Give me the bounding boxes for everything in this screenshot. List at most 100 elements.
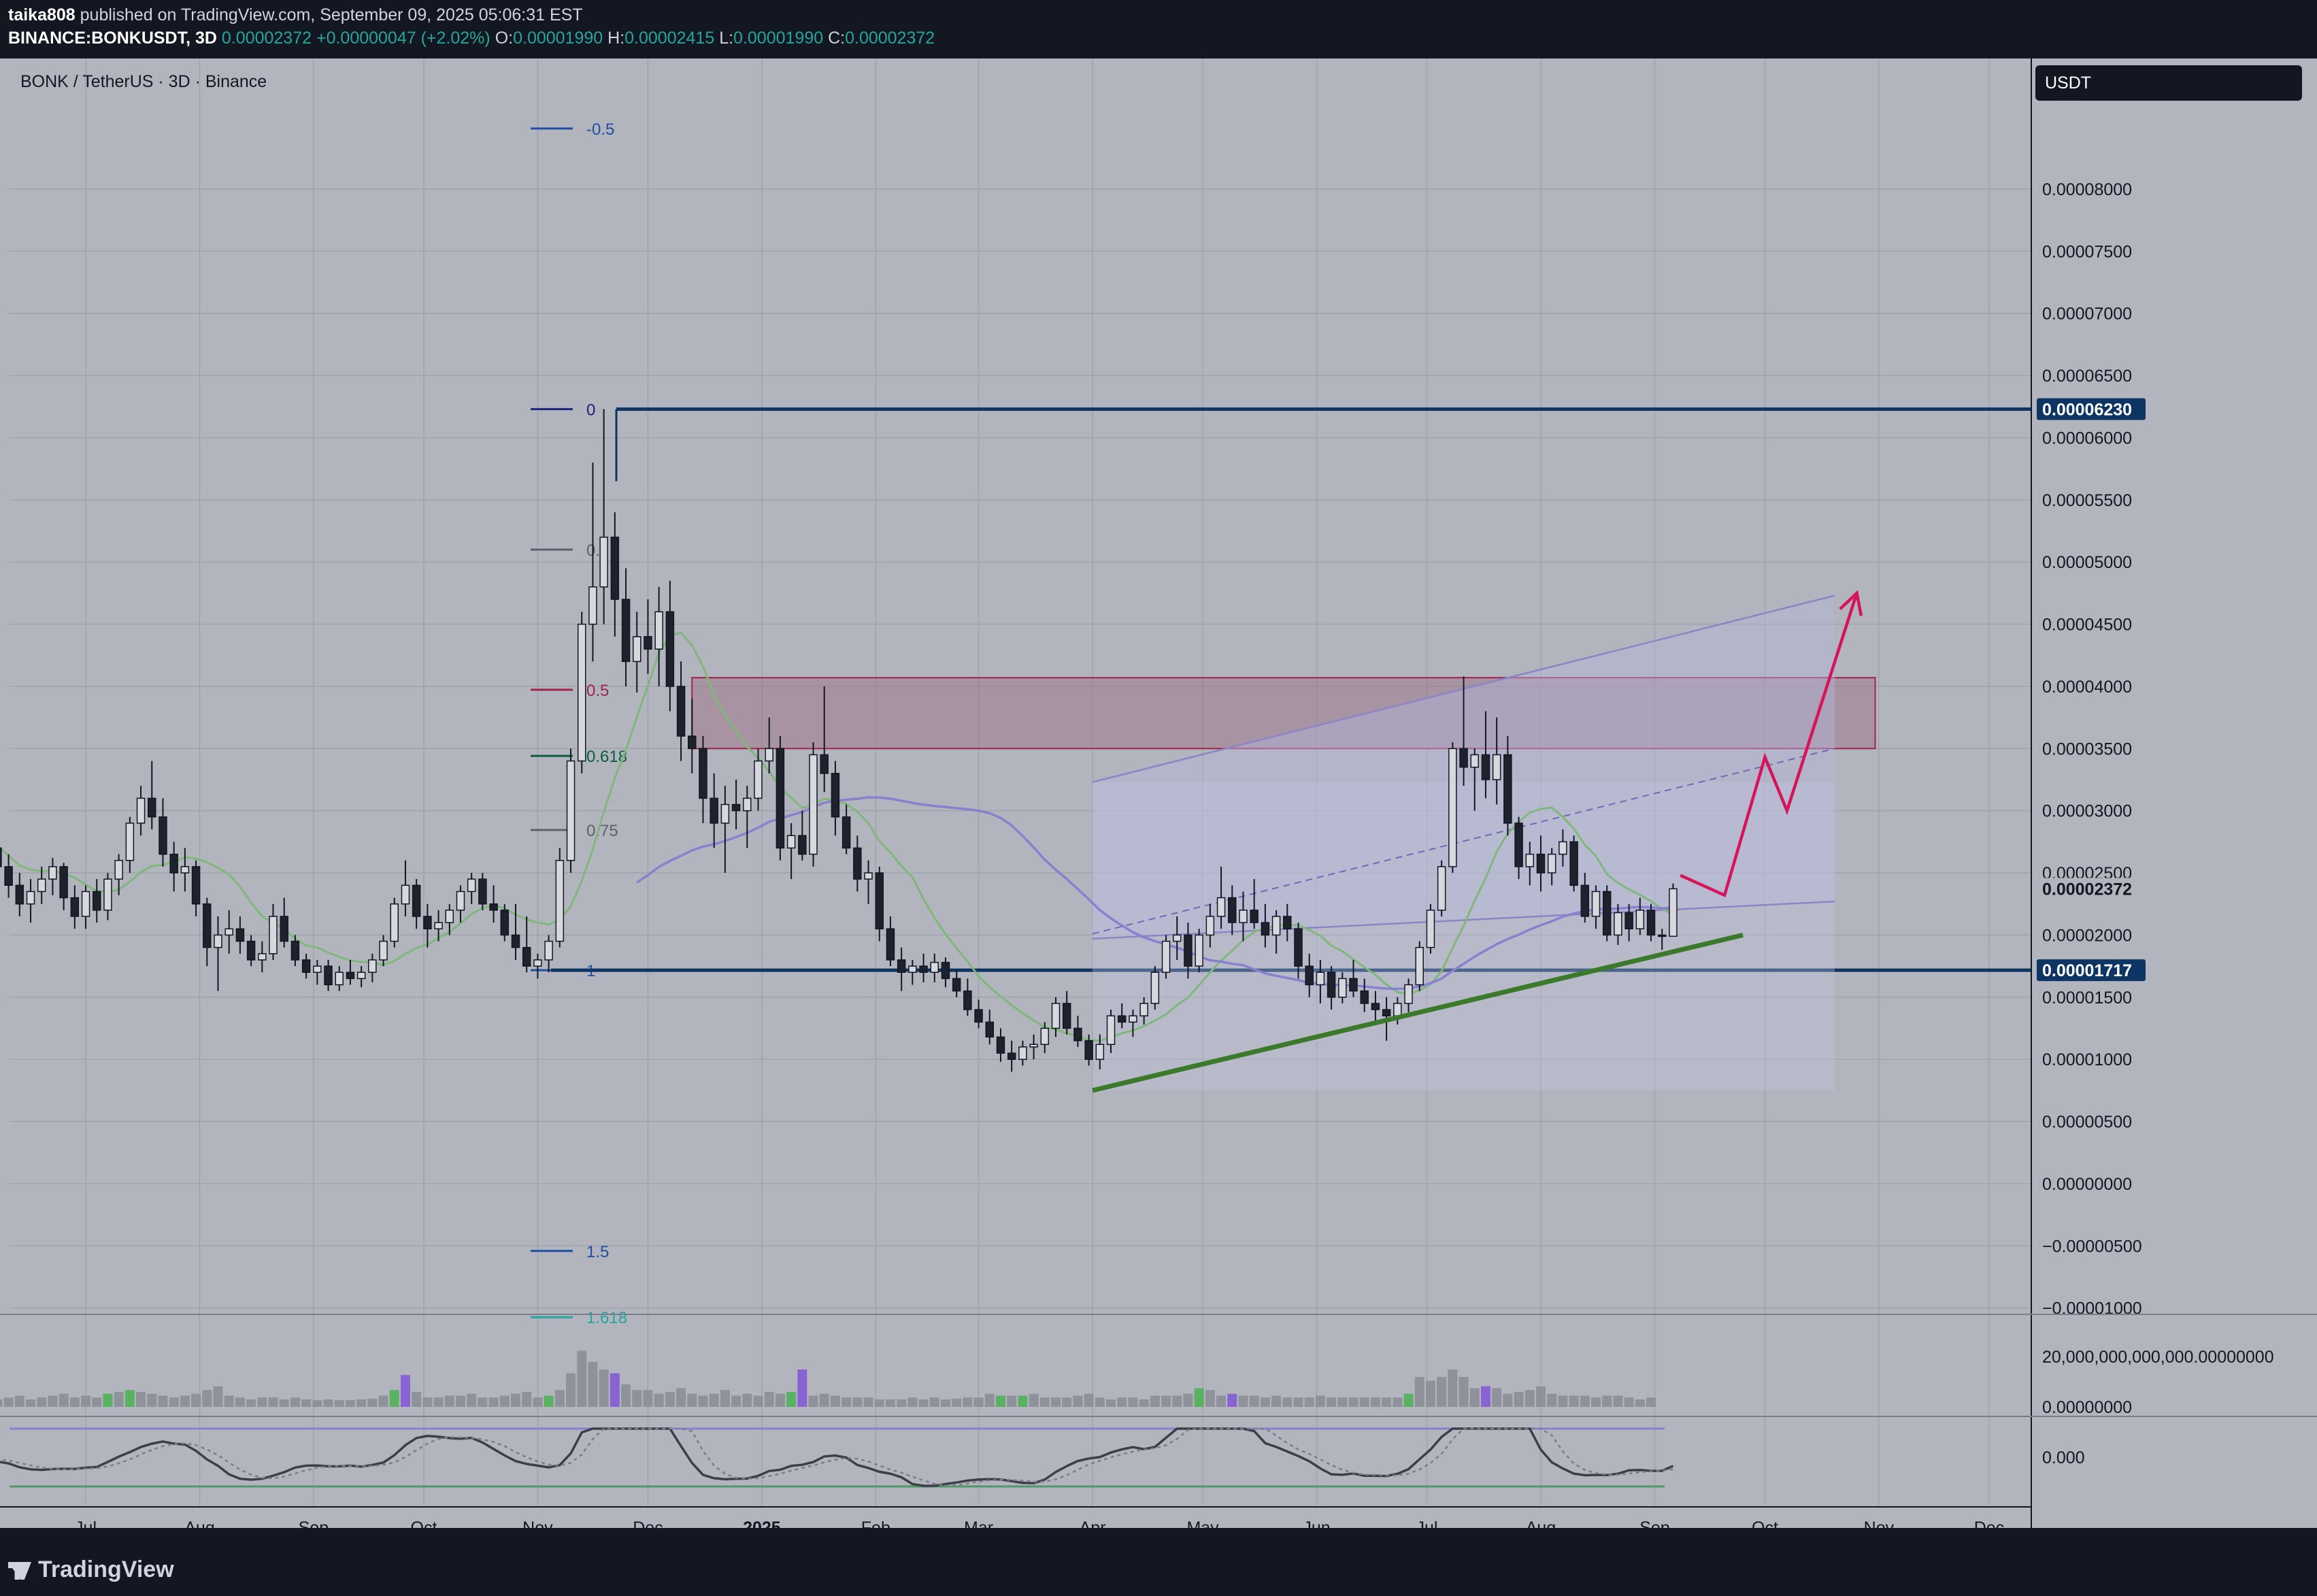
volume-bar	[213, 1386, 223, 1407]
volume-bar	[1172, 1395, 1182, 1407]
volume-bar	[1569, 1395, 1579, 1407]
candle-down	[853, 847, 862, 880]
candle-up	[356, 971, 366, 980]
volume-bar	[488, 1397, 499, 1407]
fib-level-label: 1.5	[586, 1243, 609, 1261]
volume-bar	[433, 1397, 444, 1407]
volume-bar	[158, 1395, 168, 1407]
candle-down	[1349, 978, 1358, 992]
high-label: H:	[607, 29, 625, 48]
volume-bar	[0, 1399, 3, 1407]
volume-bar	[268, 1397, 278, 1407]
volume-bar	[59, 1393, 69, 1407]
price-tick-label: 0.00007000	[2042, 305, 2132, 324]
price-change: +0.00000047 (+2.02%)	[316, 29, 490, 48]
candle-up	[599, 536, 608, 588]
volume-bar	[478, 1397, 488, 1407]
candle-up	[1437, 866, 1446, 911]
volume-bar	[92, 1397, 102, 1407]
candle-up	[456, 891, 465, 911]
candle-down	[59, 866, 68, 899]
candle-down	[423, 916, 432, 930]
candle-up	[930, 961, 939, 974]
candle-down	[1117, 1015, 1127, 1023]
candle-down	[191, 866, 201, 905]
volume-bar	[1503, 1393, 1513, 1407]
volume-bar	[1304, 1397, 1314, 1407]
volume-bar	[1624, 1397, 1634, 1407]
volume-bar	[1348, 1397, 1358, 1407]
volume-bar	[1018, 1395, 1028, 1407]
volume-bar	[819, 1393, 829, 1407]
candle-up	[379, 940, 388, 961]
price-tick-label: 0.00000500	[2042, 1113, 2132, 1132]
tradingview-logo[interactable]: TradingView	[8, 1557, 174, 1583]
volume-bar	[1437, 1377, 1447, 1407]
volume-bar	[1271, 1395, 1282, 1407]
volume-bar	[918, 1399, 929, 1407]
candle-up	[180, 866, 190, 874]
candle-up	[125, 822, 135, 861]
open-value: 0.00001990	[513, 29, 603, 48]
candle-up	[1029, 1044, 1038, 1048]
candle-up	[401, 884, 410, 905]
candle-up	[588, 586, 597, 625]
candle-up	[1338, 978, 1347, 998]
candle-down	[412, 884, 421, 917]
volume-bar	[720, 1390, 730, 1407]
volume-bar	[257, 1397, 267, 1407]
volume-bar	[114, 1392, 124, 1407]
currency-button-label[interactable]: USDT	[2045, 73, 2091, 93]
candle-down	[1382, 1009, 1391, 1016]
candle-down	[500, 910, 510, 936]
volume-bar	[1150, 1395, 1160, 1407]
candle-down	[1503, 754, 1512, 824]
candle-up	[1547, 853, 1556, 874]
volume-bar	[544, 1395, 554, 1407]
volume-bar	[1602, 1395, 1612, 1407]
volume-bar	[897, 1399, 907, 1407]
candle-up	[1018, 1046, 1027, 1060]
channel-box	[1093, 782, 1835, 1091]
candle-down	[1646, 910, 1656, 936]
candle-up	[368, 959, 377, 974]
volume-bar	[124, 1390, 135, 1407]
volume-bar	[1007, 1395, 1017, 1407]
candle-down	[831, 773, 840, 818]
last-price: 0.00002372	[221, 29, 312, 48]
volume-bar	[279, 1399, 289, 1407]
candle-down	[324, 965, 333, 986]
volume-bar	[963, 1397, 973, 1407]
candle-up	[786, 835, 796, 849]
volume-bar	[599, 1369, 609, 1407]
candle-up	[434, 922, 443, 930]
volume-bar	[610, 1373, 620, 1407]
volume-bar	[1370, 1397, 1380, 1407]
candle-up	[1106, 1015, 1116, 1045]
price-tick-label: 0.00005000	[2042, 553, 2132, 572]
currency-button[interactable]: USDT	[2035, 65, 2302, 101]
volume-bar	[1524, 1390, 1535, 1407]
candle-up	[1195, 934, 1203, 967]
volume-bar	[885, 1399, 895, 1407]
candle-down	[688, 735, 697, 750]
candle-down	[489, 903, 498, 911]
oscillator-zero-label: 0.000	[2042, 1448, 2085, 1467]
candle-up	[1448, 748, 1457, 867]
currency-button-bg[interactable]	[2035, 65, 2302, 101]
fib-level-label: 0.5	[586, 682, 609, 700]
volume-bar	[81, 1395, 91, 1407]
candle-down	[841, 816, 851, 849]
projection-arrowhead	[1839, 590, 1863, 616]
candle-down	[1073, 1027, 1082, 1042]
volume-bar	[797, 1369, 807, 1407]
volume-bar	[643, 1390, 653, 1407]
volume-bar	[995, 1395, 1005, 1407]
candle-down	[610, 536, 620, 600]
candle-down	[974, 1009, 983, 1023]
volume-bar	[632, 1390, 642, 1407]
publisher-name[interactable]: taika808	[8, 5, 76, 24]
price-tick-label: 0.00003500	[2042, 739, 2132, 759]
price-tick-label: 0.00000000	[2042, 1175, 2132, 1194]
